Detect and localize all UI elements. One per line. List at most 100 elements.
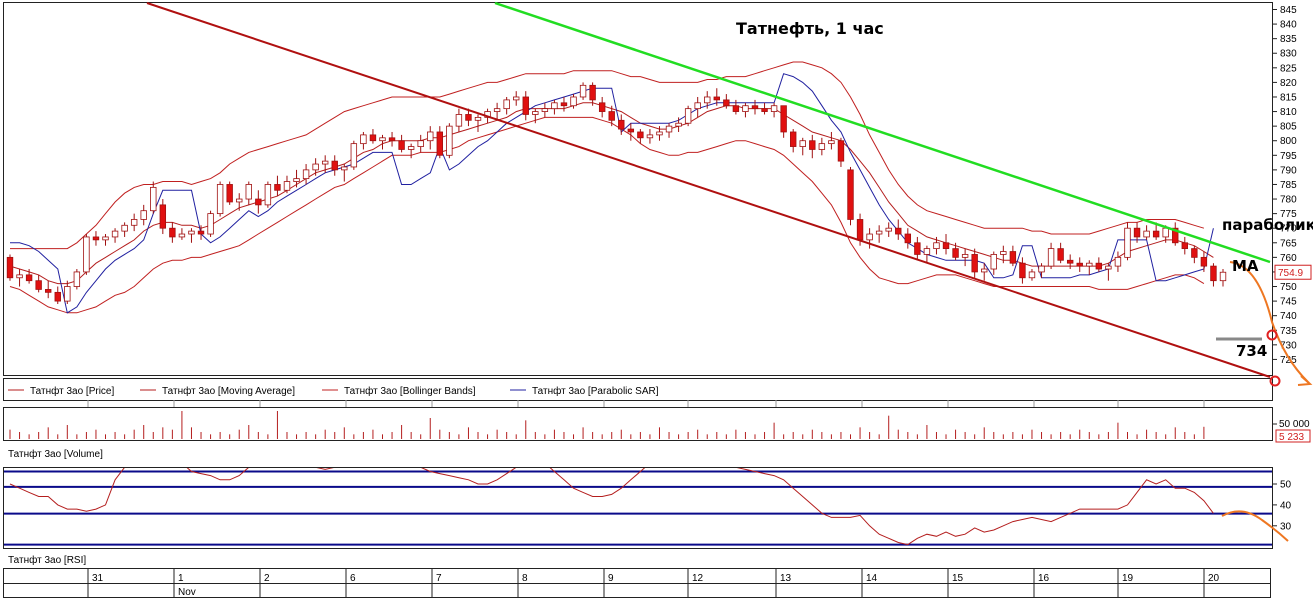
candle-body <box>102 236 109 241</box>
candle-body <box>866 233 873 241</box>
rsi-panel-frame <box>3 467 1273 549</box>
price-tick-label: 845 <box>1280 5 1297 16</box>
candle-body <box>150 186 157 212</box>
candle-body <box>493 108 501 112</box>
candle-body <box>1200 256 1208 267</box>
candle-body <box>331 160 338 171</box>
candle-body <box>742 105 749 112</box>
candle-body <box>942 242 950 250</box>
candle-body <box>1219 271 1227 282</box>
price-tick-label: 830 <box>1280 49 1297 60</box>
target-marker-lower <box>1269 375 1281 387</box>
candle-body <box>350 143 358 168</box>
candle-body <box>436 131 444 156</box>
candle-body <box>914 242 921 255</box>
annotation-parabolic: параболик <box>1222 216 1313 234</box>
price-tick-label: 790 <box>1280 165 1297 176</box>
candle-body <box>541 108 549 112</box>
candle-body <box>264 184 272 206</box>
candle-body <box>379 137 386 142</box>
date-label: 8 <box>522 573 528 584</box>
price-tick-label: 765 <box>1280 238 1297 249</box>
candle-body <box>1162 227 1169 238</box>
price-axis: 7257307357407457507557607657707757807857… <box>1272 5 1312 366</box>
candle-body <box>35 280 42 290</box>
candle-body <box>1076 262 1083 267</box>
legend: Татнфт 3ао [Price] Татнфт 3ао [Moving Ave… <box>8 385 659 397</box>
candle-body <box>169 227 176 238</box>
candle-body <box>961 254 969 258</box>
candle-body <box>111 230 119 238</box>
date-label: 6 <box>350 573 356 584</box>
price-tick-label: 750 <box>1280 282 1297 293</box>
rsi-tick-label: 50 <box>1280 480 1292 491</box>
candle-body <box>637 131 644 139</box>
rsi-tick-label: 30 <box>1280 521 1292 532</box>
candle-body <box>178 233 186 238</box>
rsi-plot <box>4 468 1272 546</box>
candle-body <box>73 271 81 287</box>
candle-body <box>398 140 405 150</box>
price-tick-label: 740 <box>1280 311 1297 322</box>
rsi-forecast-arrow <box>1221 510 1289 542</box>
price-tick-label: 800 <box>1280 136 1297 147</box>
legend-entry: Татнфт 3ао [Parabolic SAR] <box>532 385 659 397</box>
candle-body <box>293 178 300 182</box>
candle-body <box>45 289 52 293</box>
candle-body <box>799 140 806 147</box>
annotation-734: 734 <box>1236 342 1267 360</box>
candle-body <box>990 254 997 270</box>
candle-body <box>761 108 768 112</box>
candle-body <box>283 181 291 191</box>
date-label: 9 <box>608 573 614 584</box>
month-label: Nov <box>178 587 196 598</box>
price-tick-label: 820 <box>1280 78 1297 89</box>
rsi-tick-label: 40 <box>1280 500 1292 511</box>
volume-panel-frame <box>3 407 1273 441</box>
candle-body <box>751 105 759 110</box>
candle-body <box>1191 248 1198 258</box>
candle-body <box>618 119 625 130</box>
price-tick-label: 735 <box>1280 326 1297 337</box>
last-price-label: 754.9 <box>1278 268 1303 279</box>
date-label: 13 <box>780 573 792 584</box>
candle-body <box>140 210 147 220</box>
date-label: 16 <box>1038 573 1050 584</box>
price-tick-label: 815 <box>1280 92 1297 103</box>
candle-body <box>598 102 606 112</box>
price-tick-label: 780 <box>1280 195 1297 206</box>
legend-entry: Татнфт 3ао [Bollinger Bands] <box>344 385 476 397</box>
candle-body <box>465 114 472 121</box>
bollinger-upper-line <box>10 61 1205 250</box>
annotations: параболик MA 734 <box>1222 216 1313 360</box>
candle-body <box>904 233 912 244</box>
candle-body <box>770 105 778 112</box>
candle-body <box>971 254 978 273</box>
candle-body <box>360 134 367 145</box>
candle-body <box>704 96 711 104</box>
candle-body <box>933 242 940 250</box>
date-label: 20 <box>1208 573 1220 584</box>
candle-body <box>837 140 845 162</box>
price-tick-label: 785 <box>1280 180 1297 191</box>
date-label: 1 <box>178 573 184 584</box>
candle-body <box>188 230 195 235</box>
price-panel-frame <box>3 2 1273 376</box>
candle-body <box>713 96 720 101</box>
price-tick-label: 840 <box>1280 20 1297 31</box>
candle-body <box>809 140 816 150</box>
candle-body <box>675 122 682 127</box>
price-tick-label: 760 <box>1280 253 1297 264</box>
parabolic-sar-line <box>10 73 1214 314</box>
price-forecast-arrowhead <box>1297 375 1313 386</box>
price-tick-label: 745 <box>1280 297 1297 308</box>
candle-body <box>16 274 23 279</box>
candle-body <box>407 146 415 150</box>
candle-body <box>197 230 205 235</box>
price-tick-label: 805 <box>1280 122 1297 133</box>
candle-body <box>1019 262 1026 279</box>
candle-body <box>1095 262 1103 270</box>
candle-body <box>875 230 883 235</box>
date-label: 12 <box>692 573 704 584</box>
